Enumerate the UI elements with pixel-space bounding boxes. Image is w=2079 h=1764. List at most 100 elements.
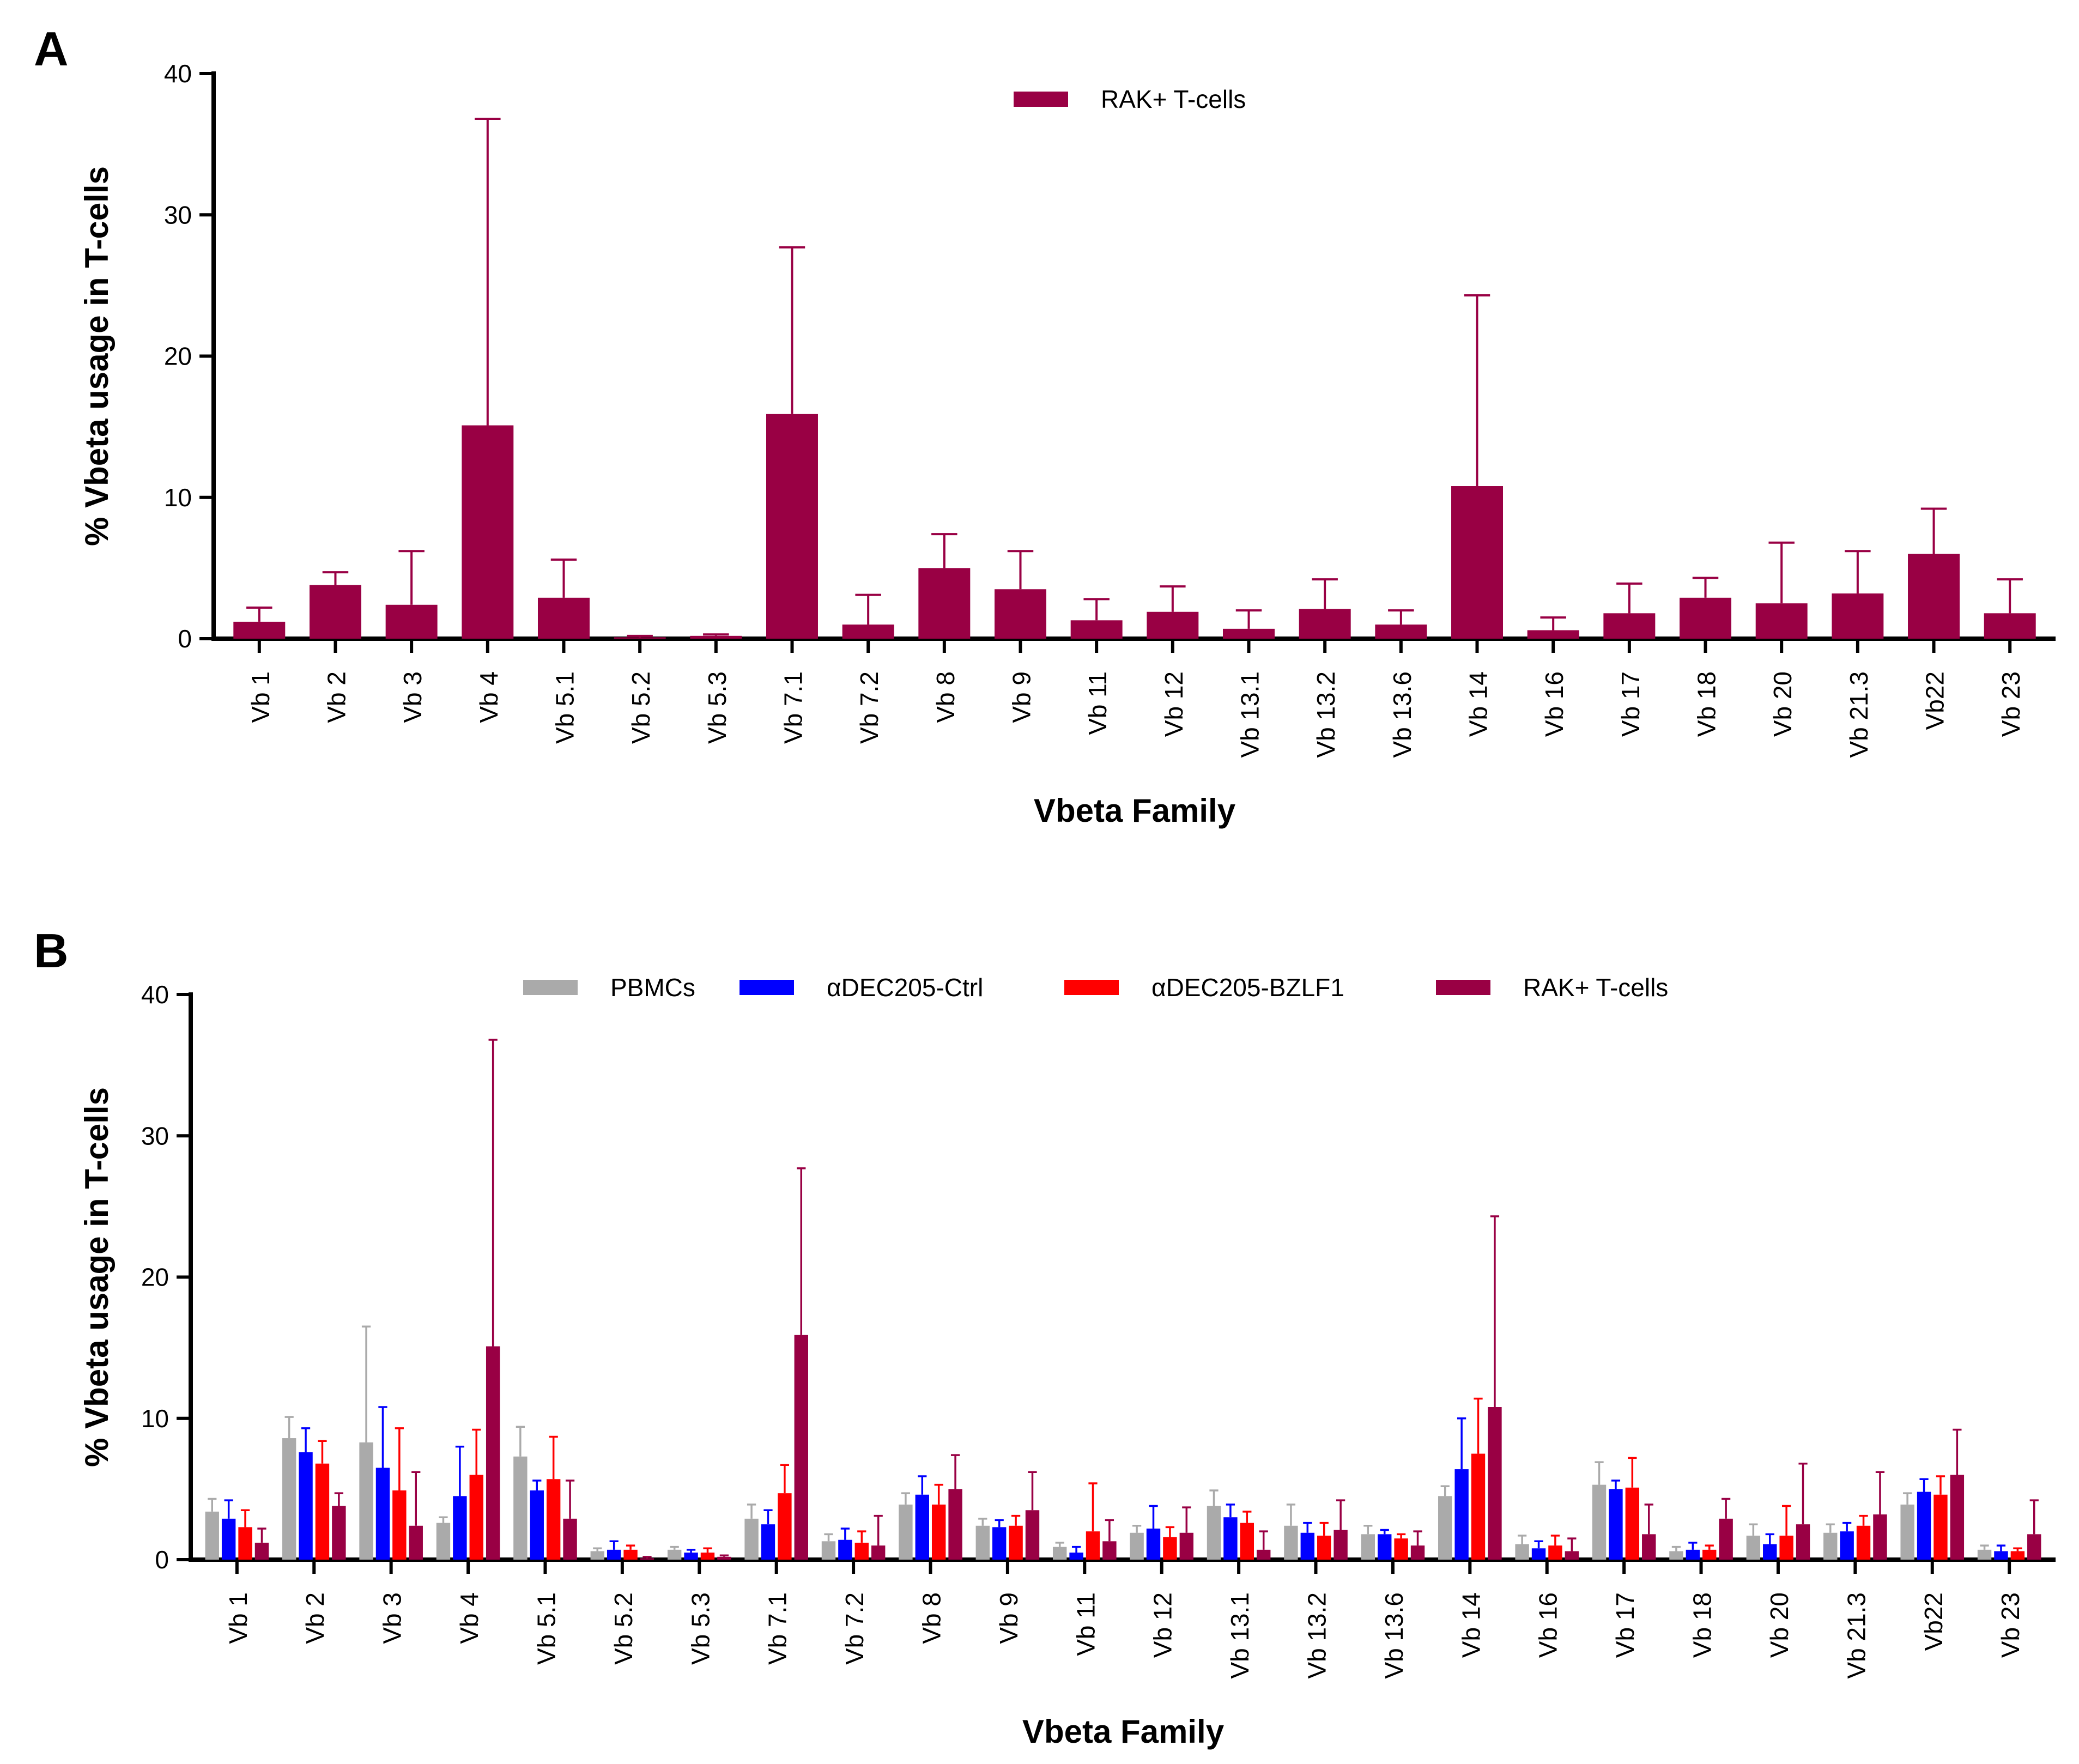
legend-swatch-dec205-bzlf1 xyxy=(1064,980,1119,995)
bar-rak-t-cells-vb-20 xyxy=(1755,603,1808,639)
bar-rak-t-cells-vb-13-2 xyxy=(1334,1530,1348,1560)
x-tick-label: Vb 8 xyxy=(917,1592,945,1644)
bar-rak-t-cells-vb-4 xyxy=(486,1346,500,1560)
x-tick-label: Vb 4 xyxy=(475,671,503,723)
bar-rak-t-cells-vb-17 xyxy=(1642,1534,1656,1560)
x-tick-label: Vb 23 xyxy=(1996,1592,2025,1658)
bar-dec205-ctrl-vb-11 xyxy=(1069,1553,1083,1560)
bar-dec205-ctrl-vb-13-1 xyxy=(1223,1517,1238,1560)
bar-dec205-bzlf1-vb-2 xyxy=(315,1463,330,1560)
legend-label-pbmcs: PBMCs xyxy=(610,973,695,1002)
y-tick-label: 40 xyxy=(141,980,169,1009)
bar-dec205-ctrl-vb-12 xyxy=(1146,1528,1161,1560)
bar-pbmcs-vb-1 xyxy=(205,1511,219,1560)
x-tick-label: Vb 2 xyxy=(322,671,350,723)
bar-rak-t-cells-vb-7-1 xyxy=(766,414,818,639)
x-tick-label: Vb 4 xyxy=(455,1592,483,1644)
bar-pbmcs-vb-5-2 xyxy=(590,1551,604,1560)
x-tick-label: Vb 8 xyxy=(931,671,960,723)
x-tick-label: Vb 11 xyxy=(1083,671,1112,735)
bar-dec205-bzlf1-vb-17 xyxy=(1625,1487,1640,1560)
bar-rak-t-cells-vb22 xyxy=(1908,554,1960,639)
x-tick-label: Vb 3 xyxy=(398,671,427,723)
y-tick-label: 0 xyxy=(155,1545,169,1574)
x-tick-label: Vb 18 xyxy=(1688,1592,1717,1658)
bar-dec205-ctrl-vb-23 xyxy=(1994,1551,2008,1560)
x-tick-label: Vb22 xyxy=(1919,1592,1948,1651)
x-tick-label: Vb 14 xyxy=(1464,671,1493,737)
x-tick-label: Vb 5.1 xyxy=(550,671,579,744)
bar-pbmcs-vb-5-1 xyxy=(513,1456,528,1560)
legend-label-dec205-bzlf1: αDEC205-BZLF1 xyxy=(1151,973,1344,1002)
bar-pbmcs-vb-5-3 xyxy=(667,1549,682,1560)
bar-dec205-bzlf1-vb-21-3 xyxy=(1856,1525,1871,1560)
x-tick-label: Vb 12 xyxy=(1160,671,1188,737)
bar-pbmcs-vb-16 xyxy=(1515,1544,1529,1560)
bar-rak-t-cells-vb-21-3 xyxy=(1873,1514,1887,1560)
bar-pbmcs-vb-3 xyxy=(359,1442,373,1560)
bar-rak-t-cells-vb-5-1 xyxy=(537,597,590,639)
bar-dec205-ctrl-vb-3 xyxy=(375,1468,390,1560)
bar-rak-t-cells-vb-13-2 xyxy=(1299,609,1351,639)
bar-pbmcs-vb-8 xyxy=(899,1504,913,1560)
bar-dec205-ctrl-vb22 xyxy=(1917,1492,1931,1560)
bar-dec205-ctrl-vb-5-1 xyxy=(530,1490,544,1560)
bar-dec205-bzlf1-vb-7-1 xyxy=(778,1493,792,1560)
bar-rak-t-cells-vb-11 xyxy=(1102,1541,1117,1560)
bar-rak-t-cells-vb-21-3 xyxy=(1832,593,1884,639)
bar-dec205-bzlf1-vb-4 xyxy=(469,1475,483,1560)
bar-dec205-bzlf1-vb-11 xyxy=(1086,1531,1100,1560)
y-tick-label: 10 xyxy=(141,1404,169,1433)
bar-pbmcs-vb-21-3 xyxy=(1823,1532,1838,1560)
bar-dec205-ctrl-vb-16 xyxy=(1531,1548,1546,1560)
x-tick-label: Vb 5.1 xyxy=(532,1592,560,1665)
bar-dec205-bzlf1-vb-16 xyxy=(1548,1545,1562,1560)
x-tick-label: Vb 7.2 xyxy=(840,1592,869,1665)
x-tick-label: Vb 20 xyxy=(1765,1592,1793,1658)
bar-dec205-bzlf1-vb-13-1 xyxy=(1240,1523,1254,1560)
y-tick-label: 20 xyxy=(141,1263,169,1292)
x-tick-label: Vb 7.2 xyxy=(855,671,883,744)
panel-a: A 0 10 20 30 40 % Vbeta usage in T-cells Vbeta … xyxy=(34,22,2056,829)
bar-dec205-ctrl-vb-17 xyxy=(1609,1489,1623,1560)
x-tick-label: Vb 7.1 xyxy=(779,671,807,744)
x-tick-label: Vb 16 xyxy=(1534,1592,1562,1658)
x-tick-label: Vb 7.1 xyxy=(763,1592,792,1665)
bar-rak-t-cells-vb-9 xyxy=(995,589,1046,639)
bar-dec205-bzlf1-vb-3 xyxy=(392,1490,407,1560)
bar-rak-t-cells-vb-17 xyxy=(1603,613,1656,639)
x-tick-label: Vb 5.3 xyxy=(703,671,731,744)
y-axis-title: % Vbeta usage in T-cells xyxy=(78,166,115,546)
legend-label-rak-t-cells: RAK+ T-cells xyxy=(1101,85,1246,113)
bar-dec205-ctrl-vb-8 xyxy=(915,1494,929,1560)
bar-dec205-ctrl-vb-4 xyxy=(453,1496,467,1560)
bar-rak-t-cells-vb-23 xyxy=(2027,1534,2041,1560)
bar-pbmcs-vb-23 xyxy=(1977,1549,1992,1560)
bar-dec205-ctrl-vb-7-1 xyxy=(761,1524,775,1560)
y-tick-label: 30 xyxy=(164,201,192,229)
bar-dec205-bzlf1-vb-12 xyxy=(1163,1537,1177,1560)
bar-pbmcs-vb-7-2 xyxy=(821,1541,836,1560)
bar-rak-t-cells-vb-13-6 xyxy=(1375,625,1427,639)
bar-rak-t-cells-vb-2 xyxy=(309,585,361,639)
bar-rak-t-cells-vb-18 xyxy=(1719,1518,1733,1560)
bar-rak-t-cells-vb-5-3 xyxy=(717,1556,731,1560)
bar-rak-t-cells-vb-16 xyxy=(1565,1551,1579,1560)
bar-dec205-bzlf1-vb-1 xyxy=(238,1527,252,1560)
bar-dec205-bzlf1-vb-13-2 xyxy=(1317,1535,1331,1560)
x-tick-label: Vb 13.6 xyxy=(1380,1592,1408,1679)
bar-pbmcs-vb-17 xyxy=(1592,1484,1607,1560)
bar-dec205-bzlf1-vb-9 xyxy=(1009,1525,1023,1560)
bar-rak-t-cells-vb22 xyxy=(1950,1475,1965,1560)
x-tick-label: Vb 13.1 xyxy=(1226,1592,1254,1679)
bar-dec205-ctrl-vb-7-2 xyxy=(838,1539,852,1560)
x-tick-label: Vb 17 xyxy=(1616,671,1645,737)
bar-rak-t-cells-vb-2 xyxy=(332,1506,346,1560)
bar-dec205-ctrl-vb-2 xyxy=(299,1452,313,1560)
bar-rak-t-cells-vb-13-6 xyxy=(1410,1545,1425,1560)
x-tick-label: Vb 21.3 xyxy=(1842,1592,1870,1679)
bar-rak-t-cells-vb-8 xyxy=(918,568,971,639)
bar-pbmcs-vb-13-6 xyxy=(1361,1534,1375,1560)
bar-rak-t-cells-vb-13-1 xyxy=(1257,1549,1271,1560)
